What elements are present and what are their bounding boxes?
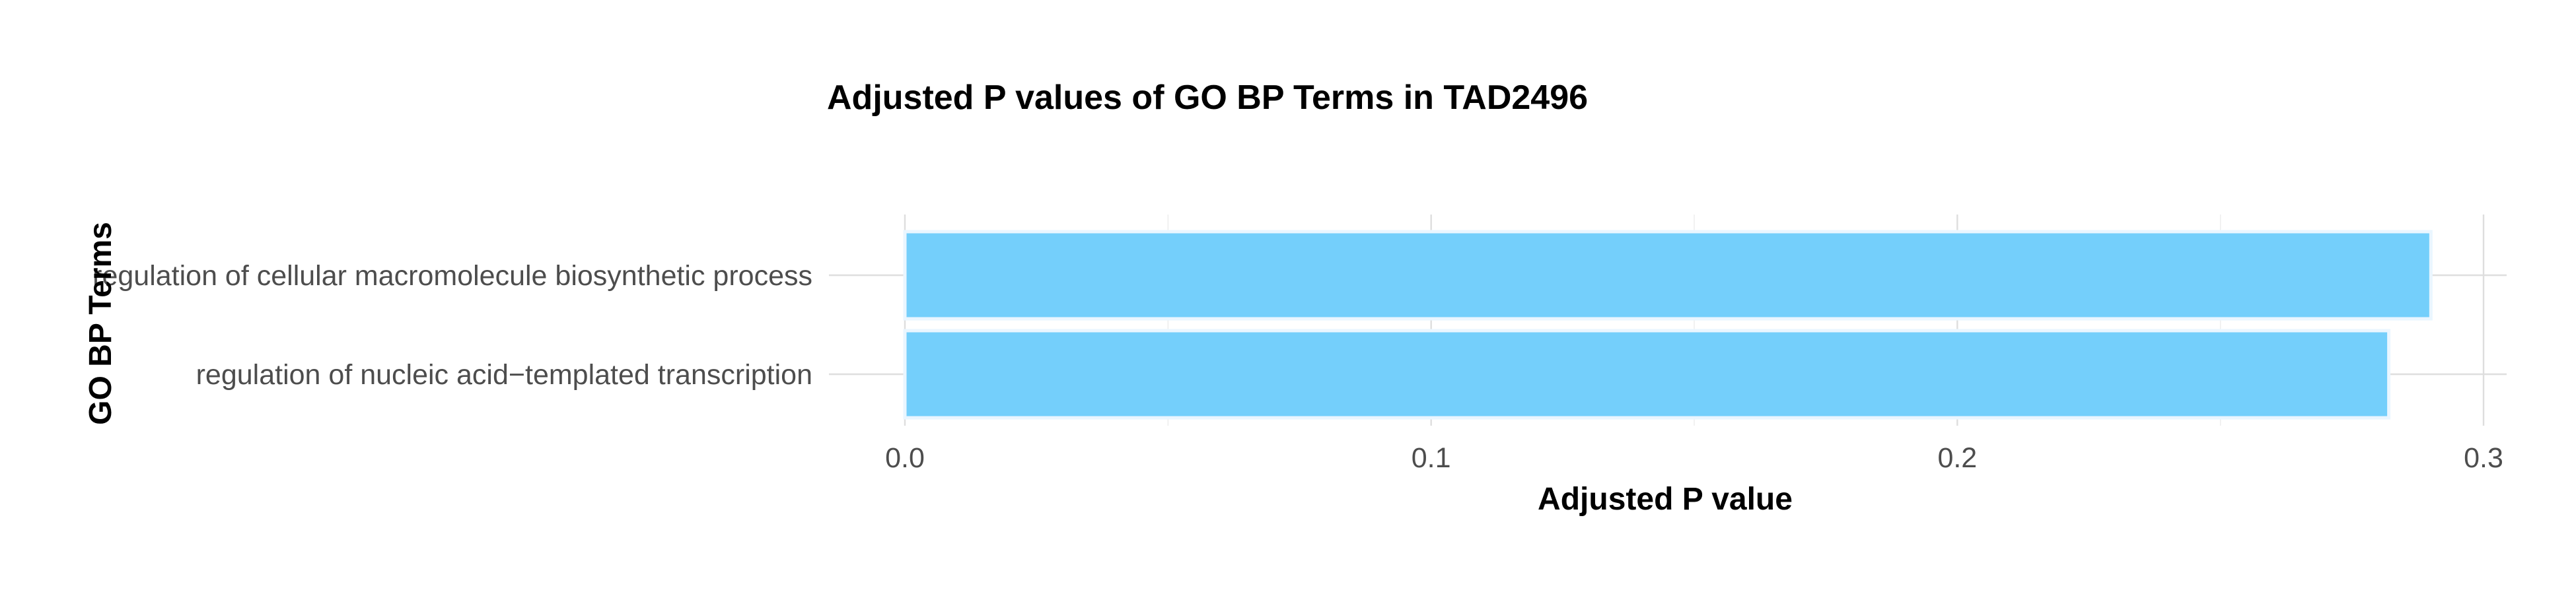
bar [903,230,2433,321]
x-tick-label: 0.1 [1412,442,1451,474]
x-axis-title: Adjusted P value [1538,482,1793,517]
chart-title: Adjusted P values of GO BP Terms in TAD2… [827,79,1588,117]
bars [903,230,2433,420]
y-tick-label: regulation of nucleic acid−templated tra… [196,359,812,391]
bar [903,329,2391,420]
x-tick-labels: 0.0 0.1 0.2 0.3 [885,442,2503,474]
x-tick-label: 0.0 [885,442,925,474]
y-tick-labels: regulation of cellular macromolecule bio… [92,260,812,391]
y-tick-label: regulation of cellular macromolecule bio… [92,260,812,292]
x-tick-label: 0.3 [2464,442,2503,474]
x-tick-label: 0.2 [1937,442,1977,474]
y-axis-title: GO BP Terms [83,222,118,425]
